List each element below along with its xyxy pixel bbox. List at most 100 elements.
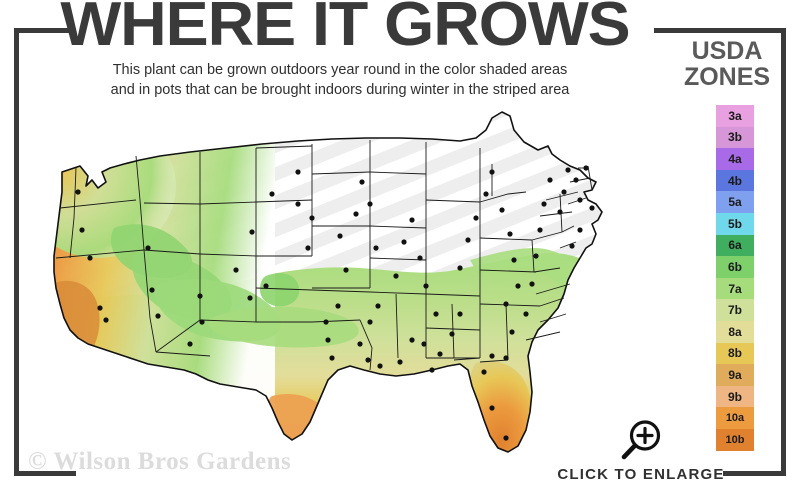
state-boundary-3 [143,249,157,353]
legend-swatch-9b: 9b [716,385,754,408]
city-dot-6 [149,287,155,293]
city-dot-44 [457,265,463,271]
state-boundary-10 [155,351,211,357]
legend-swatch-4b: 4b [716,169,754,192]
legend-swatch-6b: 6b [716,256,754,278]
city-dot-38 [423,283,429,289]
frame-top-left-border [14,28,72,33]
city-dot-75 [429,367,435,373]
city-dot-14 [249,229,255,235]
state-boundary-13 [199,253,257,257]
city-dot-69 [577,227,583,233]
city-dot-36 [409,217,415,223]
state-boundary-53 [525,331,561,341]
city-dot-39 [433,311,439,317]
legend-swatch-8a: 8a [716,320,754,343]
usa-hardiness-zone-map[interactable] [40,108,680,458]
state-boundary-16 [255,199,313,203]
page-subtitle: This plant can be grown outdoors year ro… [30,60,650,100]
city-dot-25 [343,267,349,273]
city-dot-9 [199,319,205,325]
city-dot-42 [449,331,455,337]
magnifier-plus-icon[interactable] [618,418,664,464]
legend-swatch-10a: 10a [716,407,754,429]
state-boundary-62 [561,225,575,233]
state-boundary-50 [539,297,565,307]
city-dot-68 [569,243,575,249]
city-dot-58 [537,227,543,233]
city-dot-47 [483,191,489,197]
legend-swatch-8b: 8b [716,342,754,365]
city-dot-74 [503,435,509,441]
subtitle-line-1: This plant can be grown outdoors year ro… [112,62,568,78]
state-boundary-21 [311,171,371,175]
city-dot-19 [309,215,315,221]
click-to-enlarge-label[interactable]: CLICK TO ENLARGE [557,466,725,483]
legend-swatch-9a: 9a [716,364,754,386]
city-dot-72 [481,369,487,375]
city-dot-23 [359,179,365,185]
state-boundary-34 [425,293,481,297]
state-boundary-45 [451,303,455,359]
watermark: © Wilson Bros Gardens [28,448,292,475]
city-dot-41 [437,351,443,357]
city-dot-34 [393,273,399,279]
city-dot-73 [489,405,495,411]
city-dot-57 [533,253,539,259]
state-boundary-54 [531,231,563,241]
city-dot-65 [577,197,583,203]
legend-heading-line-2: ZONES [683,63,771,91]
frame-bottom-right-border [723,471,786,476]
state-boundary-39 [425,199,481,203]
city-dot-24 [373,245,379,251]
city-dot-78 [409,337,415,343]
city-dot-17 [305,245,311,251]
legend-swatch-5b: 5b [716,212,754,235]
state-boundary-47 [479,359,509,363]
city-dots [75,165,595,441]
city-dot-76 [397,359,403,365]
city-dot-5 [145,245,151,251]
state-boundary-37 [395,293,399,359]
city-dot-62 [561,189,567,195]
city-dot-40 [421,341,427,347]
city-dot-13 [263,283,269,289]
city-dot-8 [187,341,193,347]
city-dot-16 [295,201,301,207]
city-dot-35 [401,239,407,245]
legend-swatch-10b: 10b [716,428,754,451]
city-dot-55 [523,311,529,317]
legend-swatch-4a: 4a [716,148,754,170]
city-dot-51 [511,257,517,263]
usda-zone-legend: 3a 3b 4a 4b 5a 5b 6a 6b 7a 7b 8a 8b 9a 9b 10a 10b [716,105,754,451]
city-dot-33 [375,303,381,309]
city-dot-77 [377,363,383,369]
state-boundary-52 [539,313,567,323]
state-boundary-63 [559,241,577,249]
city-dot-20 [337,233,343,239]
state-boundary-1 [59,199,137,209]
city-dot-45 [465,237,471,243]
colorado-green-patch [260,273,300,307]
city-dot-26 [335,303,341,309]
state-boundary-43 [479,303,541,307]
state-boundary-0 [69,167,77,259]
legend-swatch-3a: 3a [716,105,754,127]
legend-swatch-7a: 7a [716,277,754,300]
usa-outline [53,111,603,453]
city-dot-56 [529,281,535,287]
city-dot-49 [499,207,505,213]
city-dot-46 [473,215,479,221]
city-dot-11 [233,267,239,273]
city-dot-37 [417,255,423,261]
city-dot-52 [515,283,521,289]
city-dot-30 [357,341,363,347]
state-boundary-55 [539,211,573,217]
city-dot-3 [103,317,109,323]
state-boundary-58 [567,197,587,205]
city-dot-12 [247,295,253,301]
city-dot-60 [547,177,553,183]
state-boundary-51 [535,283,571,295]
frame-left-border [14,28,19,476]
state-boundary-27 [311,319,361,323]
